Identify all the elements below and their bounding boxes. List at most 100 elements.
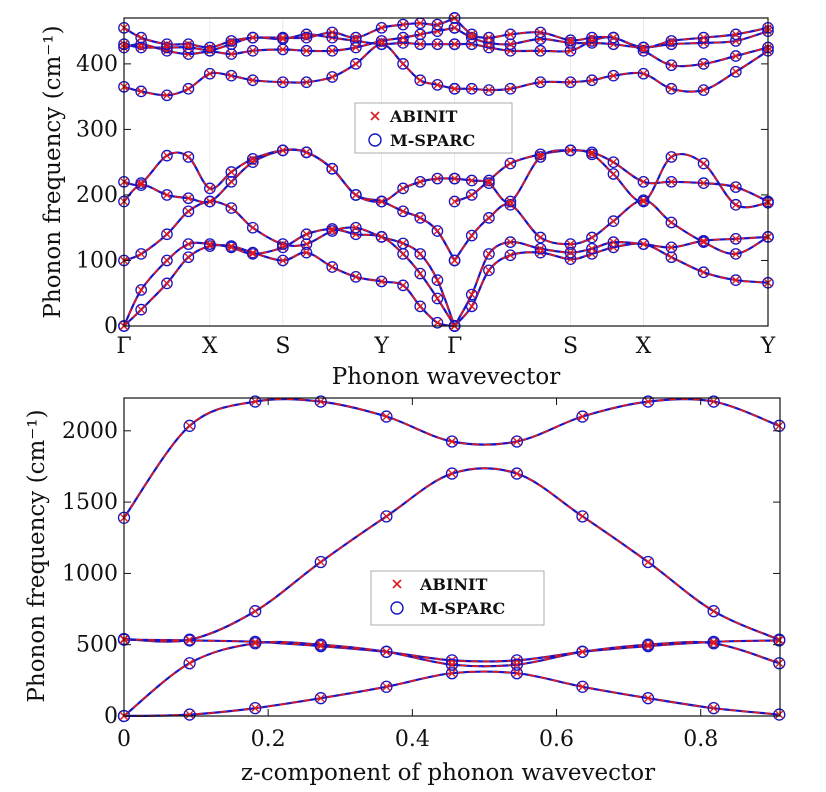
msparc-point [277, 238, 289, 250]
abinit-point [699, 238, 708, 247]
abinit-point [227, 36, 236, 46]
abinit-point [416, 40, 425, 49]
y-tick-label: 400 [76, 52, 118, 77]
abinit-point [566, 146, 575, 155]
msparc-point [445, 658, 459, 671]
data-point [586, 74, 598, 87]
data-point [448, 38, 461, 51]
data-point [431, 316, 444, 329]
msparc-point [504, 249, 517, 262]
msparc-point [564, 76, 577, 89]
abinit-point [278, 146, 287, 155]
data-point [431, 172, 444, 185]
data-point [637, 44, 650, 57]
abinit-branch-line [123, 200, 456, 327]
x-tick-label: 0.2 [251, 727, 286, 752]
msparc-point [326, 44, 339, 57]
abinit-point [328, 72, 337, 82]
abinit-point [667, 218, 676, 227]
data-point [326, 225, 339, 237]
abinit-point [377, 23, 386, 32]
data-point [586, 242, 598, 255]
data-point [204, 41, 216, 54]
data-point [697, 58, 710, 70]
data-point [641, 395, 655, 408]
abinit-point [205, 46, 214, 55]
data-point [161, 254, 173, 267]
data-point [349, 271, 362, 283]
msparc-point [204, 195, 216, 208]
abinit-point [699, 236, 708, 245]
abinit-point [162, 91, 172, 100]
data-point [564, 238, 577, 250]
data-point [326, 44, 339, 57]
abinit-point [382, 512, 391, 521]
abinit-point [609, 217, 618, 226]
abinit-point [416, 269, 425, 278]
abinit-point [450, 256, 459, 265]
abinit-point [184, 84, 193, 93]
data-point [249, 702, 262, 715]
abinit-point [316, 693, 326, 703]
abinit-point [699, 59, 708, 68]
data-point [397, 18, 409, 31]
abinit-point [227, 49, 236, 59]
msparc-point [697, 177, 710, 189]
abinit-point [467, 30, 476, 39]
abinit-point [731, 67, 740, 76]
data-point [300, 238, 313, 250]
data-point [314, 395, 327, 408]
msparc-branch-line [123, 148, 455, 203]
msparc-point [576, 410, 589, 423]
msparc-point [586, 148, 598, 161]
abinit-point [398, 239, 408, 248]
msparc-point [431, 78, 444, 91]
data-point [314, 555, 327, 569]
data-point [665, 216, 678, 229]
msparc-point [431, 18, 444, 31]
abinit-branch-line [453, 242, 769, 327]
legend-msparc-marker-2 [390, 601, 404, 615]
data-point [135, 284, 148, 296]
abinit-point [506, 159, 515, 168]
msparc-point [225, 241, 238, 254]
abinit-point [248, 249, 257, 259]
abinit-point [250, 638, 260, 648]
plot-frame [123, 17, 769, 327]
data-point [225, 202, 238, 214]
msparc-point [249, 702, 262, 715]
data-point [607, 215, 620, 227]
abinit-point [587, 150, 597, 159]
msparc-point [534, 151, 547, 163]
data-point [665, 35, 678, 47]
msparc-point [277, 144, 289, 157]
abinit-point [578, 647, 587, 657]
msparc-point [431, 292, 444, 305]
msparc-point [246, 221, 259, 234]
data-point [504, 249, 517, 262]
abinit-point [302, 148, 311, 157]
msparc-point [510, 658, 524, 671]
abinit-point [248, 248, 257, 257]
msparc-point [534, 26, 547, 39]
abinit-point [484, 85, 494, 95]
data-point [586, 148, 598, 161]
msparc-point [445, 435, 459, 448]
abinit-point [506, 30, 515, 39]
msparc-point [448, 82, 461, 95]
abinit-point [248, 158, 257, 167]
data-point [697, 157, 710, 170]
abinit-point [328, 28, 337, 37]
msparc-point [182, 38, 195, 51]
msparc-point [183, 657, 196, 670]
legend-abinit-marker [370, 111, 380, 121]
data-point [277, 238, 289, 250]
msparc-point [182, 192, 195, 205]
abinit-point [302, 46, 311, 55]
data-point [300, 76, 313, 89]
msparc-point [637, 67, 650, 80]
data-point [465, 229, 478, 242]
data-point [375, 35, 388, 47]
msparc-point [707, 637, 720, 650]
msparc-point [135, 284, 148, 296]
